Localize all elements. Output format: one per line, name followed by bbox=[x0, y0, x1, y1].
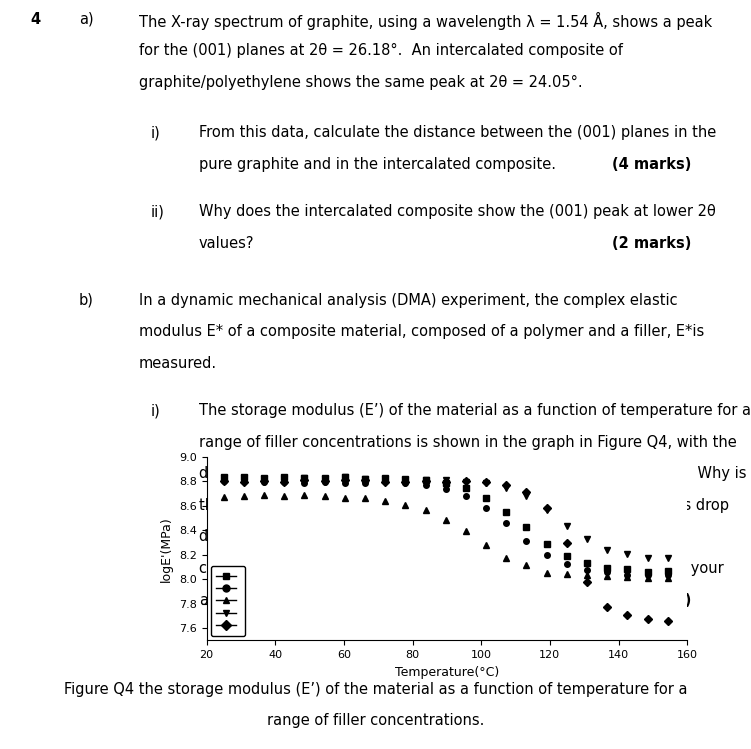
Text: From this data, calculate the distance between the (001) planes in the: From this data, calculate the distance b… bbox=[199, 125, 716, 140]
Text: Why does the intercalated composite show the (001) peak at lower 2θ: Why does the intercalated composite show… bbox=[199, 204, 716, 219]
Text: graphite/polyethylene shows the same peak at 2θ = 24.05°.: graphite/polyethylene shows the same pea… bbox=[139, 75, 583, 90]
Text: range of filler concentrations is shown in the graph in Figure Q4, with the: range of filler concentrations is shown … bbox=[199, 434, 737, 449]
Text: Figure Q4 the storage modulus (E’) of the material as a function of temperature : Figure Q4 the storage modulus (E’) of th… bbox=[64, 682, 687, 697]
Text: (4 marks): (4 marks) bbox=[611, 592, 691, 607]
Text: The X-ray spectrum of graphite, using a wavelength λ = 1.54 Å, shows a peak: The X-ray spectrum of graphite, using a … bbox=[139, 12, 712, 30]
Text: answers.: answers. bbox=[199, 592, 265, 607]
Text: pure graphite and in the intercalated composite.: pure graphite and in the intercalated co… bbox=[199, 157, 556, 172]
Text: values?: values? bbox=[199, 236, 255, 251]
Text: (2 marks): (2 marks) bbox=[611, 236, 691, 251]
Text: i): i) bbox=[150, 125, 160, 140]
Text: measured.: measured. bbox=[139, 356, 217, 371]
Text: In a dynamic mechanical analysis (DMA) experiment, the complex elastic: In a dynamic mechanical analysis (DMA) e… bbox=[139, 293, 677, 308]
Text: i): i) bbox=[150, 403, 160, 418]
Text: (4 marks): (4 marks) bbox=[611, 157, 691, 172]
Text: dependent on the concentration of filler?  Which of the curves: dependent on the concentration of filler… bbox=[199, 530, 655, 545]
Legend: , , , , : , , , , bbox=[211, 566, 246, 636]
Text: ii): ii) bbox=[150, 204, 164, 219]
Text: modulus E* of a composite material, composed of a polymer and a filler, E*is: modulus E* of a composite material, comp… bbox=[139, 324, 704, 339]
Text: corresponds to the polymer without any filler additions?  Justify all your: corresponds to the polymer without any f… bbox=[199, 561, 724, 576]
Text: there a drop in the value of E’ at higher temperatures?  Why is this drop: there a drop in the value of E’ at highe… bbox=[199, 498, 729, 513]
Text: for the (001) planes at 2θ = 26.18°.  An intercalated composite of: for the (001) planes at 2θ = 26.18°. An … bbox=[139, 43, 623, 58]
Text: 4: 4 bbox=[30, 12, 40, 27]
Text: The storage modulus (E’) of the material as a function of temperature for a: The storage modulus (E’) of the material… bbox=[199, 403, 751, 418]
Text: different filled symbols representing different filler concentrations.  Why is: different filled symbols representing di… bbox=[199, 467, 746, 482]
Text: b): b) bbox=[79, 293, 94, 308]
Y-axis label: logE'(MPa): logE'(MPa) bbox=[161, 516, 173, 581]
X-axis label: Temperature(°C): Temperature(°C) bbox=[395, 666, 499, 679]
Text: range of filler concentrations.: range of filler concentrations. bbox=[267, 713, 484, 728]
Text: a): a) bbox=[79, 12, 93, 27]
